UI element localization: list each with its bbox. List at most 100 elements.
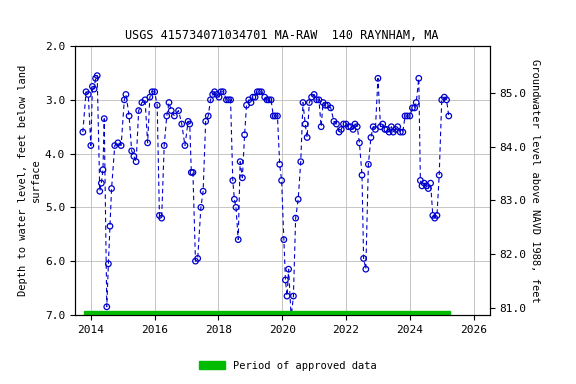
Point [398,129,407,135]
Point [262,97,271,103]
Point [226,97,235,103]
Point [309,91,319,98]
Point [155,212,164,218]
Point [81,89,90,95]
Point [236,159,245,165]
Point [228,177,237,184]
Point [185,121,194,127]
Point [230,196,239,202]
Point [100,116,109,122]
Point [257,89,266,95]
Point [201,118,210,124]
Point [339,121,348,127]
Point [416,177,425,184]
Point [134,108,143,114]
Point [131,159,141,165]
Point [224,97,233,103]
Point [188,169,198,175]
Point [336,126,346,132]
Point [253,89,262,95]
Point [166,108,176,114]
Point [396,129,405,135]
Point [326,105,335,111]
Title: USGS 415734071034701 MA-RAW  140 RAYNHAM, MA: USGS 415734071034701 MA-RAW 140 RAYNHAM,… [126,29,439,42]
Point [410,105,419,111]
Point [422,183,431,189]
Y-axis label: Groundwater level above NAVD 1988, feet: Groundwater level above NAVD 1988, feet [530,59,540,302]
Point [129,153,138,159]
Point [137,99,146,106]
Point [321,102,330,108]
Point [210,89,219,95]
Point [412,99,421,106]
Point [267,97,276,103]
Point [180,142,190,149]
Point [332,121,341,127]
Y-axis label: Depth to water level, feet below land
surface: Depth to water level, feet below land su… [17,65,41,296]
Point [120,97,129,103]
Point [391,126,400,132]
Point [97,180,106,186]
Point [212,91,221,98]
Point [380,126,389,132]
Point [361,266,370,272]
Point [342,121,351,127]
Point [376,124,385,130]
Point [86,142,96,149]
Point [238,175,247,181]
Point [98,167,108,173]
Point [364,161,373,167]
Point [78,129,88,135]
Point [389,129,398,135]
Point [408,105,417,111]
Point [191,258,200,264]
Point [102,304,111,310]
Point [359,255,368,262]
Point [184,118,193,124]
Point [444,113,453,119]
Point [89,86,98,92]
Point [323,102,332,108]
Point [122,91,131,98]
Point [160,142,169,149]
Point [174,108,183,114]
Point [279,237,289,243]
Point [187,169,196,175]
Point [386,124,396,130]
Point [346,124,355,130]
Point [147,89,157,95]
Point [282,293,291,299]
Point [393,124,402,130]
Point [433,212,442,218]
Point [208,91,217,98]
Point [366,134,376,141]
Point [289,293,298,299]
Point [84,91,93,98]
Point [271,113,280,119]
Point [240,132,249,138]
Point [177,121,187,127]
Point [217,89,226,95]
Point [91,75,100,81]
Point [437,97,446,103]
Legend: Period of approved data: Period of approved data [195,357,381,375]
Point [298,99,308,106]
Point [104,261,113,267]
Point [170,113,179,119]
Point [164,99,173,106]
Point [275,161,285,167]
Point [287,314,296,321]
Point [307,94,316,100]
Point [206,97,215,103]
Point [403,113,412,119]
Point [222,97,231,103]
Point [145,94,154,100]
Point [88,83,97,89]
Point [214,94,223,100]
Point [255,89,264,95]
Point [113,140,123,146]
Point [301,121,310,127]
Point [373,75,382,81]
Point [319,99,328,106]
Point [430,215,439,221]
